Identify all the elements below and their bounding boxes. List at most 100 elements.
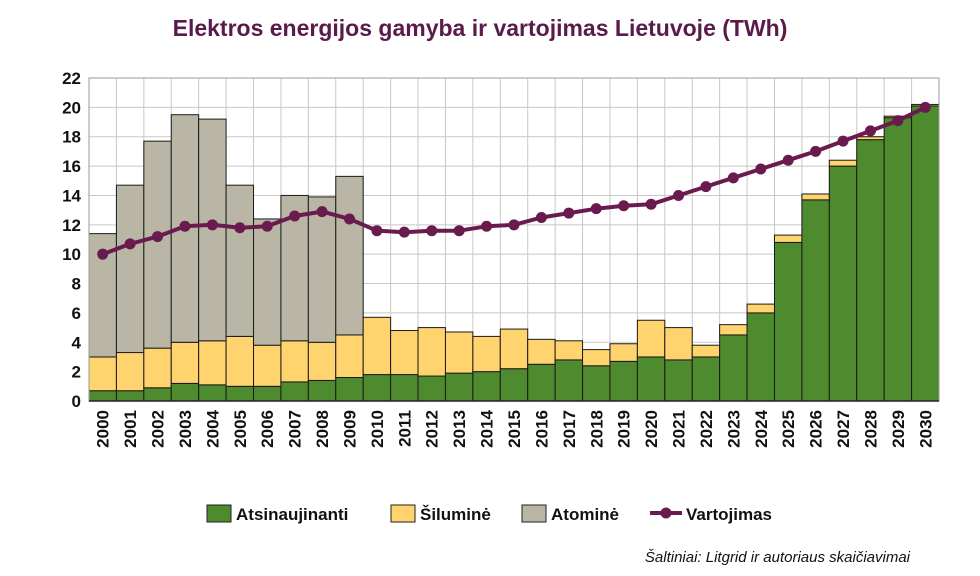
bar-thermal-2016 bbox=[527, 338, 556, 365]
bar-renewable-2007 bbox=[280, 381, 309, 402]
bar-thermal-2012 bbox=[417, 327, 446, 377]
bar-renewable-2015 bbox=[499, 368, 529, 402]
legend-label-nuclear: Atominė bbox=[551, 505, 619, 524]
x-axis-ticks: 2000 2001 2002 2003 2004 2005 2006 2007 2008 2009… bbox=[94, 409, 936, 447]
bar-renewable-2024 bbox=[746, 312, 775, 402]
bar-nuclear-2006 bbox=[253, 218, 282, 346]
bar-thermal-2000 bbox=[88, 356, 117, 392]
y-tick-label: 14 bbox=[62, 186, 81, 205]
bar-renewable-2001 bbox=[115, 390, 145, 402]
bar-thermal-2006 bbox=[253, 344, 282, 387]
consumption-point-2024 bbox=[755, 163, 767, 175]
consumption-point-2028 bbox=[864, 125, 876, 137]
legend-swatch-renewable bbox=[206, 504, 232, 523]
x-tick-label: 2002 bbox=[149, 410, 168, 448]
bar-thermal-2015 bbox=[499, 328, 529, 370]
x-tick-label: 2014 bbox=[478, 409, 497, 447]
consumption-point-2027 bbox=[837, 135, 849, 147]
bar-thermal-2005 bbox=[225, 335, 255, 387]
consumption-point-2008 bbox=[316, 206, 328, 218]
bar-thermal-2013 bbox=[444, 331, 474, 374]
x-tick-label: 2019 bbox=[615, 410, 634, 448]
bar-renewable-2004 bbox=[198, 384, 227, 402]
x-tick-label: 2029 bbox=[889, 410, 908, 448]
x-tick-label: 2011 bbox=[395, 410, 414, 447]
bar-thermal-2025 bbox=[773, 234, 803, 243]
bar-renewable-2002 bbox=[143, 387, 172, 402]
consumption-point-2004 bbox=[206, 219, 218, 231]
x-tick-label: 2000 bbox=[94, 410, 113, 448]
x-tick-label: 2009 bbox=[340, 410, 359, 448]
legend-label-thermal: Šiluminė bbox=[420, 505, 491, 524]
bar-thermal-2022 bbox=[691, 344, 721, 358]
bar-thermal-2019 bbox=[609, 343, 638, 362]
legend-item-renewable: Atsinaujinanti bbox=[206, 504, 348, 524]
x-tick-label: 2022 bbox=[697, 410, 716, 448]
bar-renewable-2010 bbox=[362, 374, 392, 402]
consumption-point-2019 bbox=[618, 200, 630, 212]
bar-thermal-2024 bbox=[746, 303, 775, 314]
bar-nuclear-2002 bbox=[143, 140, 172, 349]
bar-renewable-2016 bbox=[527, 363, 556, 402]
bar-renewable-2027 bbox=[828, 165, 858, 402]
consumption-point-2022 bbox=[700, 181, 712, 193]
bar-thermal-2009 bbox=[335, 334, 364, 379]
bar-thermal-2011 bbox=[390, 330, 419, 376]
consumption-point-2023 bbox=[727, 172, 739, 184]
plot-frame bbox=[88, 77, 940, 402]
x-tick-label: 2006 bbox=[258, 410, 277, 448]
consumption-point-2025 bbox=[782, 154, 794, 166]
bar-nuclear-2008 bbox=[307, 196, 337, 343]
y-tick-label: 22 bbox=[62, 69, 81, 88]
bar-renewable-2006 bbox=[253, 385, 282, 402]
bar-thermal-2014 bbox=[472, 335, 501, 373]
bar-renewable-2022 bbox=[691, 356, 721, 402]
y-tick-label: 4 bbox=[72, 333, 82, 352]
bar-thermal-2017 bbox=[554, 340, 584, 361]
bar-renewable-2003 bbox=[170, 382, 200, 402]
y-tick-label: 20 bbox=[62, 98, 81, 117]
bar-renewable-2026 bbox=[801, 199, 830, 402]
x-tick-label: 2004 bbox=[203, 409, 222, 447]
y-tick-label: 8 bbox=[72, 275, 81, 294]
x-tick-label: 2013 bbox=[450, 410, 469, 448]
consumption-point-2013 bbox=[453, 225, 465, 237]
consumption-point-2021 bbox=[673, 189, 685, 201]
consumption-point-2012 bbox=[426, 225, 438, 237]
x-tick-label: 2021 bbox=[670, 410, 689, 448]
consumption-point-2010 bbox=[371, 225, 383, 237]
y-tick-label: 12 bbox=[62, 216, 81, 235]
x-tick-label: 2027 bbox=[834, 410, 853, 448]
bar-nuclear-2001 bbox=[115, 184, 145, 354]
bar-renewable-2009 bbox=[335, 377, 364, 402]
bar-thermal-2007 bbox=[280, 340, 309, 383]
bar-thermal-2026 bbox=[801, 193, 830, 201]
legend-label-consumption: Vartojimas bbox=[686, 505, 772, 524]
consumption-point-2009 bbox=[343, 213, 355, 225]
bar-renewable-2029 bbox=[883, 117, 913, 402]
bar-thermal-2004 bbox=[198, 340, 227, 386]
consumption-line bbox=[97, 101, 931, 260]
consumption-point-2018 bbox=[590, 203, 602, 215]
consumption-point-2000 bbox=[97, 248, 109, 260]
bar-renewable-2025 bbox=[773, 241, 803, 402]
y-axis-ticks: 0 2 4 6 8 10 12 14 16 18 20 22 bbox=[62, 69, 81, 411]
x-tick-label: 2017 bbox=[560, 410, 579, 448]
bar-renewable-2021 bbox=[664, 359, 693, 402]
consumption-point-2020 bbox=[645, 198, 657, 210]
consumption-point-2017 bbox=[563, 207, 575, 219]
x-tick-label: 2025 bbox=[779, 410, 798, 448]
bar-renewable-2030 bbox=[911, 105, 940, 402]
x-tick-label: 2015 bbox=[505, 410, 524, 448]
bar-thermal-2018 bbox=[582, 349, 611, 367]
bar-thermal-2010 bbox=[362, 316, 392, 376]
bar-renewable-2008 bbox=[307, 379, 337, 402]
bar-renewable-2020 bbox=[636, 356, 666, 402]
y-tick-label: 16 bbox=[62, 157, 81, 176]
bar-thermal-2003 bbox=[170, 341, 200, 384]
x-tick-label: 2030 bbox=[916, 410, 935, 448]
bar-renewable-2023 bbox=[719, 334, 748, 402]
bar-renewable-2017 bbox=[554, 359, 584, 402]
consumption-point-2030 bbox=[919, 101, 931, 113]
bar-renewable-2014 bbox=[472, 371, 501, 402]
